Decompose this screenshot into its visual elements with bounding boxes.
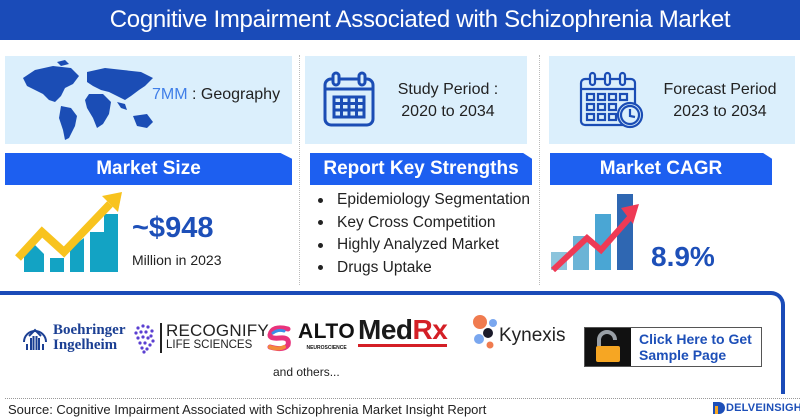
others-label: and others... xyxy=(273,365,340,379)
alto-swirl-icon xyxy=(267,325,291,352)
key-strengths-heading: Report Key Strengths xyxy=(310,153,532,185)
page-title-text: Cognitive Impairment Associated with Sch… xyxy=(109,6,731,33)
list-item-text: Drugs Uptake xyxy=(337,258,432,276)
logo-alto-neuroscience: ALTO NEUROSCIENCE xyxy=(264,320,356,354)
cta-label-line1: Click Here to Get xyxy=(639,331,752,347)
logo-text: Ingelheim xyxy=(53,337,118,353)
cagr-chart-icon xyxy=(550,194,639,272)
list-item: Key Cross Competition xyxy=(316,212,530,235)
logo-text: Rx xyxy=(412,314,448,345)
bullet-icon xyxy=(318,242,323,248)
geography-label: 7MM : Geography xyxy=(152,86,280,104)
unlock-icon xyxy=(596,330,620,362)
market-cagr-heading: Market CAGR xyxy=(550,153,772,185)
geography-highlight: 7MM xyxy=(152,86,188,103)
column-divider xyxy=(539,55,540,285)
logo-text: ALTO xyxy=(298,320,356,343)
delveinsight-logo: DELVEINSIGHT xyxy=(712,401,800,415)
logo-text: Kynexis xyxy=(499,325,566,346)
delveinsight-mark-icon xyxy=(713,402,725,414)
logo-text: LIFE SCIENCES xyxy=(166,339,253,351)
market-size-title: Market Size xyxy=(96,158,201,179)
brand-text: DELVEINSIGHT xyxy=(726,402,800,414)
companies-frame xyxy=(0,291,785,394)
logo-medrx: MedRx xyxy=(358,314,448,347)
list-item-text: Epidemiology Segmentation xyxy=(337,191,531,209)
growth-chart-icon xyxy=(15,192,122,272)
market-cagr-title: Market CAGR xyxy=(599,158,723,179)
forecast-period-label: Forecast Period xyxy=(663,81,777,98)
list-item: Highly Analyzed Market xyxy=(316,234,530,257)
list-item: Epidemiology Segmentation xyxy=(316,189,530,212)
logo-text: Med xyxy=(358,314,413,345)
key-strengths-title: Report Key Strengths xyxy=(323,158,519,179)
logo-text: Boehringer xyxy=(53,322,126,338)
logo-text: RECOGNIFY xyxy=(166,321,269,340)
boehringer-logo-icon xyxy=(23,328,47,350)
forecast-period-text: Forecast Period 2023 to 2034 xyxy=(660,79,780,123)
cta-label[interactable]: Click Here to Get Sample Page xyxy=(631,328,761,366)
market-size-year: Million in 2023 xyxy=(132,252,222,268)
geography-card xyxy=(5,56,292,144)
page-title: Cognitive Impairment Associated with Sch… xyxy=(0,0,800,40)
bullet-icon xyxy=(318,265,323,271)
logo-boehringer-ingelheim: Boehringer Ingelheim xyxy=(20,322,126,354)
list-item: Drugs Uptake xyxy=(316,257,530,280)
recognify-head-icon xyxy=(134,324,155,354)
logo-text: NEUROSCIENCE xyxy=(306,345,347,351)
cta-label-line2: Sample Page xyxy=(639,347,727,363)
market-size-heading: Market Size xyxy=(5,153,292,185)
footer-divider xyxy=(5,398,800,399)
column-divider xyxy=(299,55,300,285)
geography-suffix: : Geography xyxy=(192,86,281,103)
unlock-icon-container xyxy=(585,328,631,366)
list-item-text: Highly Analyzed Market xyxy=(337,236,499,254)
forecast-period-card xyxy=(549,56,795,144)
market-size-value: ~$948 xyxy=(132,212,214,244)
study-period-card xyxy=(305,56,527,144)
forecast-period-range: 2023 to 2034 xyxy=(673,103,767,120)
study-period-range: 2020 to 2034 xyxy=(401,103,495,120)
bullet-icon xyxy=(318,197,323,203)
market-cagr-value: 8.9% xyxy=(651,241,715,272)
calendar-clock-icon xyxy=(579,71,644,129)
source-text: Source: Cognitive Impairment Associated … xyxy=(8,402,487,417)
bullet-icon xyxy=(318,220,323,226)
study-period-label: Study Period : xyxy=(397,81,499,98)
list-item-text: Key Cross Competition xyxy=(337,213,496,231)
get-sample-page-button[interactable]: Click Here to Get Sample Page xyxy=(584,327,762,367)
logo-kynexis: Kynexis xyxy=(472,314,566,350)
world-map-icon xyxy=(23,60,153,140)
kynexis-dots-icon xyxy=(473,315,497,349)
study-period-text: Study Period : 2020 to 2034 xyxy=(393,79,503,123)
key-strengths-list: Epidemiology Segmentation Key Cross Comp… xyxy=(316,189,530,279)
calendar-icon xyxy=(323,71,375,127)
logo-recognify: RECOGNIFY LIFE SCIENCES xyxy=(132,322,269,354)
